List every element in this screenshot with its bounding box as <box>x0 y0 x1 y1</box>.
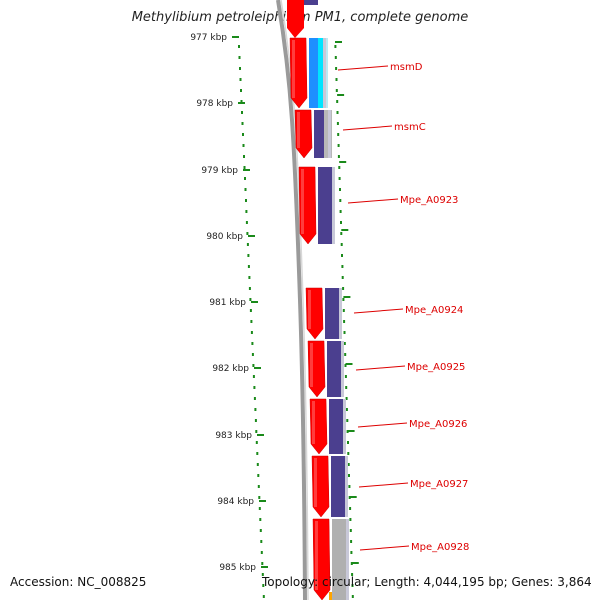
gene-labels: msmD msmC Mpe_A0923 Mpe_A0924 Mpe_A0925 Mpe_A… <box>337 62 469 553</box>
gene-features <box>287 0 349 600</box>
gene-leader-line <box>353 308 404 314</box>
kbp-label: 978 kbp <box>196 99 233 109</box>
gene-label-mpe_a0924[interactable]: Mpe_A0924 <box>405 305 463 316</box>
kbp-label: 982 kbp <box>212 364 249 374</box>
gene-band <box>318 167 332 244</box>
gene-leader-line <box>357 422 408 428</box>
kbp-label: 977 kbp <box>190 33 227 43</box>
gene-band <box>327 341 341 397</box>
dotted-guides <box>238 41 359 598</box>
gene-label-mpe_a0928[interactable]: Mpe_A0928 <box>411 542 469 553</box>
gene-band <box>304 0 318 5</box>
gene-leader-line <box>359 545 410 551</box>
kbp-label: 981 kbp <box>209 298 246 308</box>
gene-label-mpe_a0927[interactable]: Mpe_A0927 <box>410 479 468 490</box>
accession-text: Accession: NC_008825 <box>10 575 147 589</box>
gene-band <box>325 288 339 339</box>
gene-leader-line <box>337 65 389 71</box>
kbp-label: 984 kbp <box>217 497 254 507</box>
gene-leader-line <box>355 365 406 371</box>
gene-leader-line <box>342 125 393 131</box>
genome-backbone <box>276 0 307 600</box>
gene-arrow <box>287 0 304 38</box>
kbp-scale: 977 kbp 978 kbp 979 kbp 980 kbp 981 kbp 982 k… <box>190 33 268 573</box>
gene-label-mpe_a0925[interactable]: Mpe_A0925 <box>407 362 465 373</box>
gene-label-msmc[interactable]: msmC <box>394 122 426 133</box>
gene-label-mpe_a0923[interactable]: Mpe_A0923 <box>400 195 458 206</box>
kbp-label: 980 kbp <box>206 232 243 242</box>
topology-summary: Topology: circular; Length: 4,044,195 bp… <box>262 575 592 589</box>
gene-label-msmd[interactable]: msmD <box>390 62 423 73</box>
gene-leader-line <box>358 482 409 488</box>
gene-band <box>329 399 343 454</box>
kbp-label: 979 kbp <box>201 166 238 176</box>
gene-band <box>332 519 346 600</box>
kbp-label: 983 kbp <box>215 431 252 441</box>
gene-band <box>331 456 345 517</box>
gene-label-mpe_a0926[interactable]: Mpe_A0926 <box>409 419 467 430</box>
kbp-label: 985 kbp <box>219 563 256 573</box>
gene-leader-line <box>347 198 399 204</box>
